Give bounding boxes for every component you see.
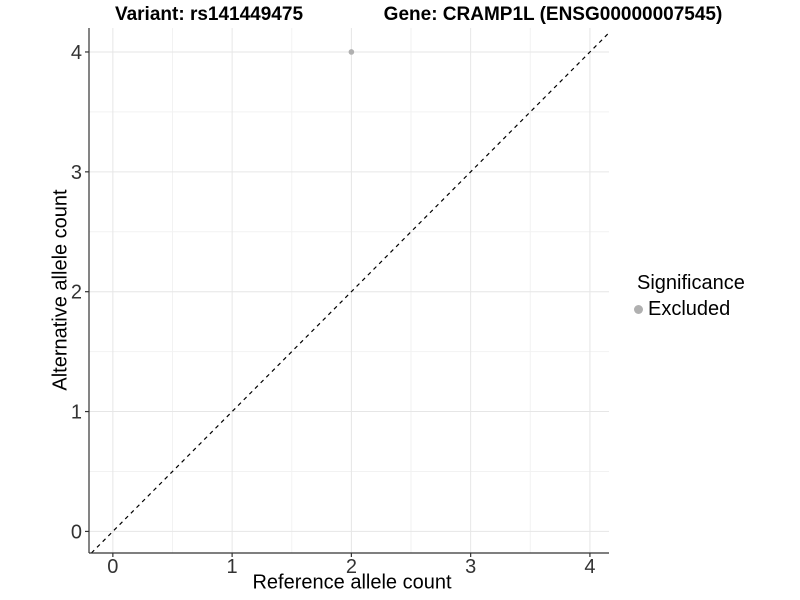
data-point xyxy=(348,49,355,55)
plot-title-gene: Gene: CRAMP1L (ENSG00000007545) xyxy=(383,4,723,25)
x-tick-label: 1 xyxy=(227,556,238,578)
y-tick-label: 3 xyxy=(71,162,82,184)
x-tick-label: 2 xyxy=(346,556,357,578)
y-tick-label: 0 xyxy=(71,521,82,543)
identity-dashed-line xyxy=(90,32,610,554)
legend-title: Significance xyxy=(637,272,745,294)
x-tick-label: 0 xyxy=(107,556,118,578)
x-tick-label: 4 xyxy=(584,556,595,578)
y-tick-label: 2 xyxy=(71,282,82,304)
legend-item-excluded: Excluded xyxy=(634,298,745,321)
x-tick-label: 3 xyxy=(465,556,476,578)
legend: Significance Excluded xyxy=(634,272,745,321)
plot-title-variant: Variant: rs141449475 xyxy=(114,4,304,25)
y-axis-label: Alternative allele count xyxy=(49,189,72,391)
x-axis-label: Reference allele count xyxy=(252,571,452,594)
y-tick-label: 4 xyxy=(71,42,82,64)
legend-point-icon xyxy=(634,305,643,314)
legend-item-label: Excluded xyxy=(648,298,731,320)
y-tick-label: 1 xyxy=(71,402,82,424)
